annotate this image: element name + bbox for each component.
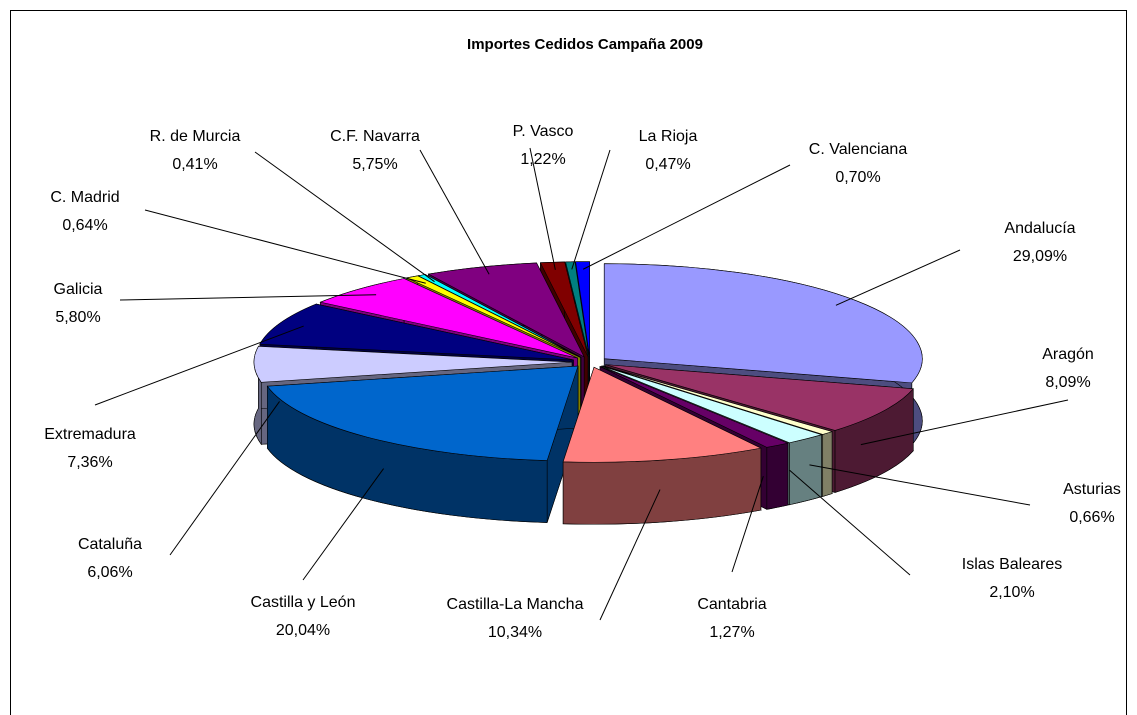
slice-label: Extremadura <box>44 426 136 443</box>
value-label: 5,80% <box>55 309 100 326</box>
leader-line <box>835 249 961 306</box>
slice-label: Galicia <box>54 281 103 298</box>
leader-line <box>860 399 1069 446</box>
leader-line <box>119 294 377 301</box>
slice-label: P. Vasco <box>513 123 574 140</box>
value-label: 6,06% <box>87 564 132 581</box>
leader-line <box>571 149 611 270</box>
slice-label: R. de Murcia <box>150 128 241 145</box>
value-label: 0,70% <box>835 169 880 186</box>
value-label: 5,75% <box>352 156 397 173</box>
slice <box>605 364 914 431</box>
slice-label: Castilla y León <box>251 594 356 611</box>
slice-label: C. Valenciana <box>809 141 908 158</box>
slice-label: Islas Baleares <box>962 556 1063 573</box>
leader-line <box>94 325 304 406</box>
leader-line <box>582 164 791 270</box>
slice-label: Cantabria <box>697 596 766 613</box>
value-label: 0,66% <box>1069 509 1114 526</box>
value-label: 29,09% <box>1013 248 1067 265</box>
value-label: 1,27% <box>709 624 754 641</box>
value-label: 7,36% <box>67 454 112 471</box>
slice <box>602 365 834 435</box>
slice <box>562 366 762 463</box>
value-label: 10,34% <box>488 624 542 641</box>
slice-label: Andalucía <box>1004 220 1075 237</box>
slice-wall <box>822 431 833 497</box>
slice <box>603 263 923 384</box>
value-label: 8,09% <box>1045 374 1090 391</box>
slice-label: Asturias <box>1063 481 1121 498</box>
leader-line <box>529 147 556 270</box>
leader-line <box>144 209 426 284</box>
slice-label: Cataluña <box>78 536 142 553</box>
value-label: 0,64% <box>62 217 107 234</box>
leader-line <box>809 464 1031 506</box>
leader-line <box>731 476 764 573</box>
leader-line <box>169 401 280 556</box>
slice-label: C.F. Navarra <box>330 128 420 145</box>
slice <box>427 262 585 358</box>
leader-line <box>254 151 435 283</box>
slice <box>601 365 823 444</box>
slice <box>539 261 589 357</box>
slice-label: Castilla-La Mancha <box>447 596 584 613</box>
slice <box>266 365 579 461</box>
value-label: 2,10% <box>989 584 1034 601</box>
leader-line <box>789 469 911 576</box>
slice <box>599 366 789 448</box>
chart-title: Importes Cedidos Campaña 2009 <box>467 36 703 53</box>
value-label: 0,41% <box>172 156 217 173</box>
slice-label: La Rioja <box>639 128 698 145</box>
slice <box>253 346 573 383</box>
value-label: 1,22% <box>520 151 565 168</box>
slice <box>319 278 578 359</box>
slice-wall <box>766 442 789 510</box>
slice <box>575 261 590 357</box>
pie <box>253 261 923 525</box>
slice-label: Aragón <box>1042 346 1094 363</box>
leader-line <box>302 468 385 581</box>
slice <box>565 261 590 357</box>
value-label: 0,47% <box>645 156 690 173</box>
leader-line <box>419 149 490 275</box>
slice-label: C. Madrid <box>50 189 119 206</box>
leader-line <box>599 489 661 621</box>
value-label: 20,04% <box>276 622 330 639</box>
